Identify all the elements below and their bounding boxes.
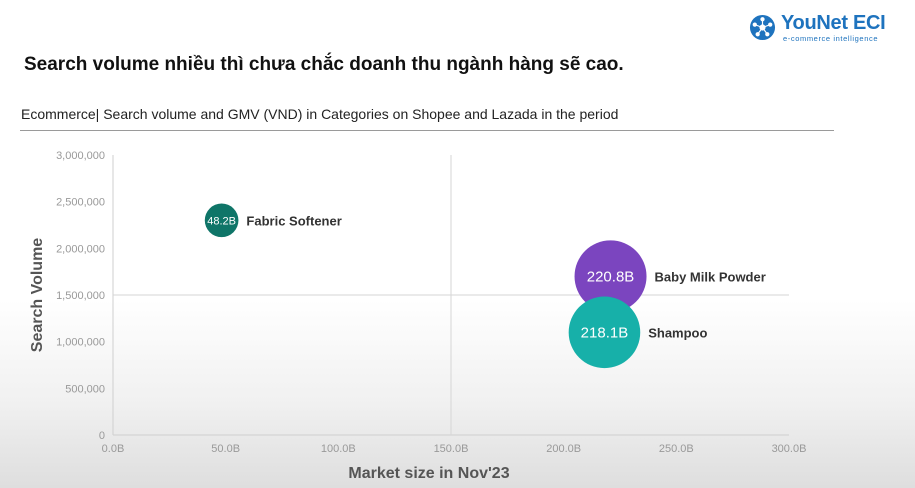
logo-tagline: e-commerce intelligence — [783, 34, 879, 43]
bubble-value-label: 218.1B — [581, 325, 629, 342]
y-tick-label: 500,000 — [65, 383, 105, 395]
chart-subtitle: Ecommerce| Search volume and GMV (VND) i… — [21, 106, 619, 122]
bubble-category-label: Shampoo — [648, 325, 707, 340]
bubble — [574, 240, 647, 313]
x-tick-label: 300.0B — [772, 443, 807, 455]
y-tick-label: 1,000,000 — [56, 337, 105, 349]
x-tick-label: 100.0B — [321, 443, 356, 455]
y-tick-label: 2,000,000 — [56, 243, 105, 255]
y-tick-label: 0 — [99, 430, 105, 442]
bubble-value-label: 48.2B — [207, 215, 236, 227]
x-tick-label: 0.0B — [102, 443, 125, 455]
x-axis-title: Market size in Nov'23 — [348, 465, 509, 482]
y-tick-label: 3,000,000 — [56, 150, 105, 162]
x-tick-label: 200.0B — [546, 443, 581, 455]
y-axis-title: Search Volume — [29, 238, 46, 353]
bubble — [568, 296, 641, 369]
bubble-category-label: Fabric Softener — [246, 213, 341, 228]
subtitle-divider — [20, 130, 834, 131]
logo-network-icon — [749, 14, 776, 41]
brand-logo: YouNet ECI e-commerce intelligence — [749, 12, 909, 46]
bubble-value-label: 220.8B — [587, 269, 635, 286]
x-tick-label: 150.0B — [434, 443, 469, 455]
x-tick-label: 50.0B — [211, 443, 240, 455]
page-headline: Search volume nhiều thì chưa chắc doanh … — [24, 54, 624, 75]
x-tick-label: 250.0B — [659, 443, 694, 455]
bubble-category-label: Baby Milk Powder — [655, 269, 766, 284]
y-tick-label: 1,500,000 — [56, 290, 105, 302]
y-tick-label: 2,500,000 — [56, 197, 105, 209]
bubble — [204, 203, 239, 238]
logo-wordmark: YouNet ECI — [781, 12, 886, 34]
